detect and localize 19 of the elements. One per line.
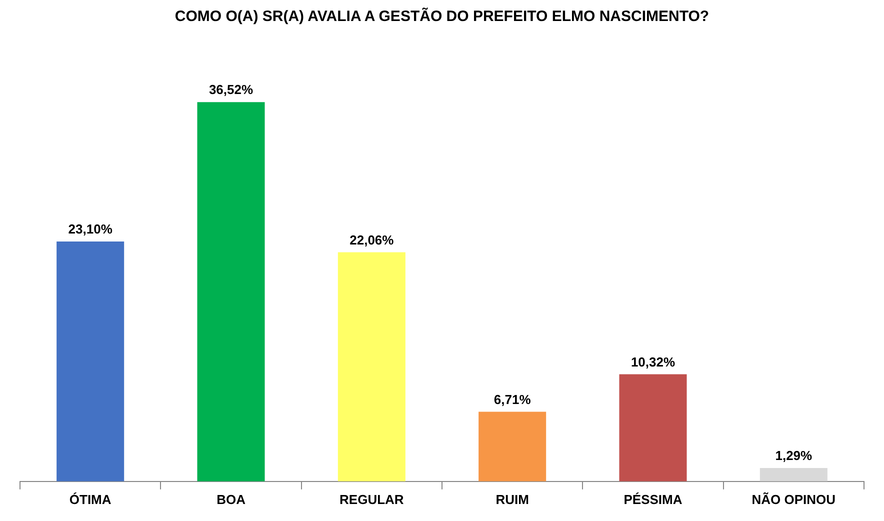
bar xyxy=(619,374,687,482)
x-tick-label: PÉSSIMA xyxy=(624,492,683,507)
x-tick-label: BOA xyxy=(216,492,246,507)
bar xyxy=(760,468,828,482)
bar xyxy=(478,412,546,482)
bar xyxy=(56,242,124,482)
x-tick-label: REGULAR xyxy=(340,492,404,507)
data-label: 23,10% xyxy=(68,222,113,237)
x-tick-label: ÓTIMA xyxy=(69,492,112,507)
x-tick-label: NÃO OPINOU xyxy=(752,492,836,507)
data-label: 10,32% xyxy=(630,354,676,370)
data-label: 22,06% xyxy=(350,232,394,248)
data-label: 6,71% xyxy=(494,392,532,407)
chart-title: COMO O(A) SR(A) AVALIA A GESTÃO DO PREFEITO ELMO NASCIMENTO? xyxy=(174,8,710,25)
bar xyxy=(197,102,265,482)
x-tick-label: RUIM xyxy=(496,492,529,507)
data-label: 36,52% xyxy=(208,82,254,98)
bar xyxy=(338,252,406,482)
data-label: 1,29% xyxy=(775,448,813,464)
